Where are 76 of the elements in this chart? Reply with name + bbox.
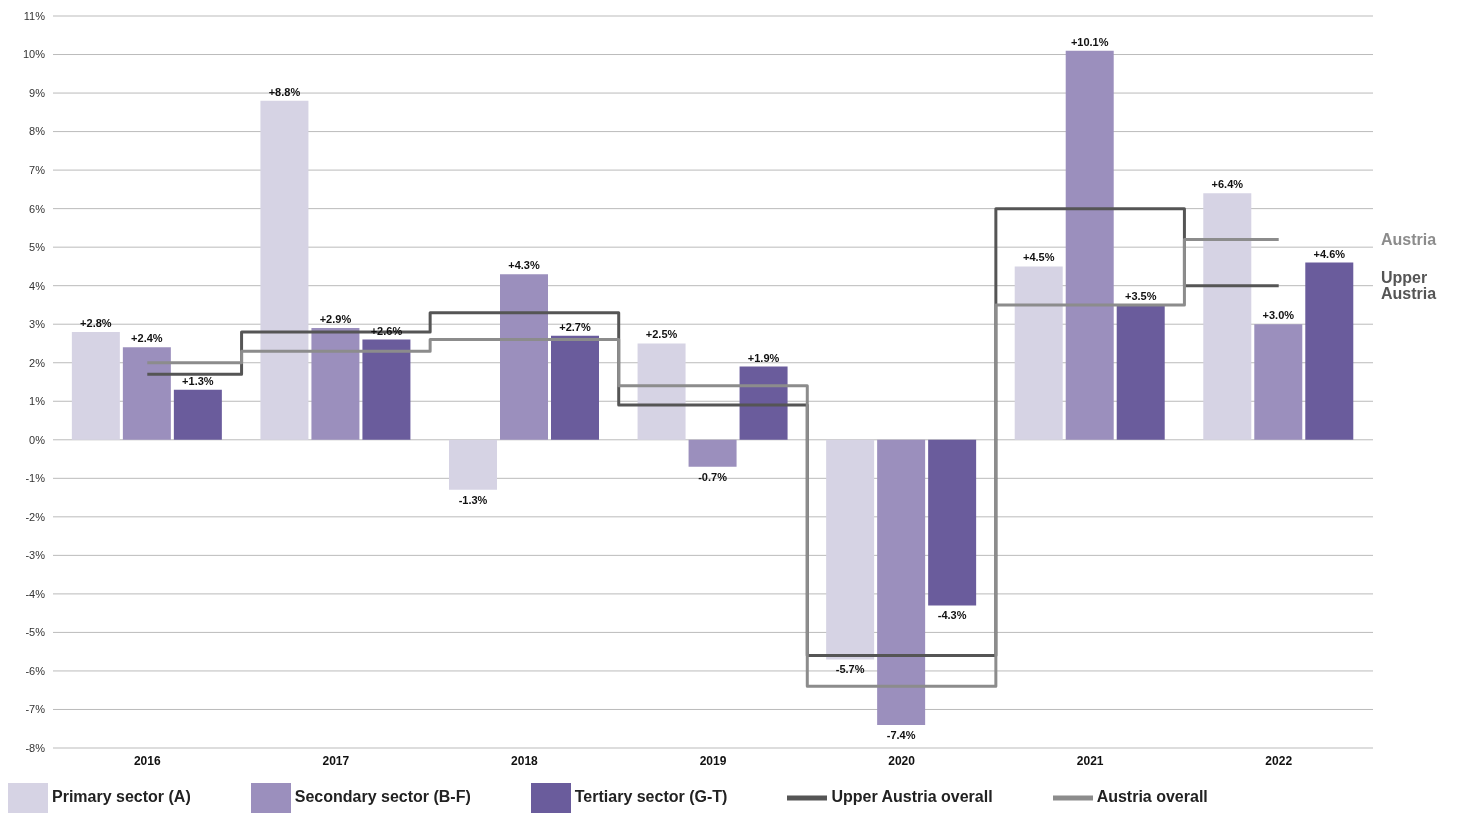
y-tick-label: 10% (22, 48, 46, 61)
y-tick-label: 4% (29, 279, 46, 292)
bar (877, 439, 926, 725)
legend-label: Tertiary sector (G-T) (574, 788, 728, 806)
bar (1254, 324, 1303, 440)
data-label: +6.4% (1211, 178, 1244, 191)
y-tick-label: -7% (25, 703, 46, 716)
bar (739, 366, 788, 440)
legend-label: Austria overall (1096, 788, 1208, 806)
bar (362, 339, 411, 440)
data-label: +8.8% (268, 85, 301, 98)
data-label: +3.5% (1124, 289, 1157, 302)
bar (122, 347, 171, 440)
x-tick-label: 2016 (133, 753, 161, 768)
y-tick-label: 0% (29, 433, 46, 446)
y-tick-label: -6% (25, 664, 46, 677)
y-tick-label: -1% (25, 472, 46, 485)
y-tick-label: 3% (29, 318, 46, 331)
x-tick-label: 2017 (322, 753, 350, 768)
bar (173, 389, 222, 440)
y-tick-label: -2% (25, 510, 46, 523)
bar (688, 439, 737, 467)
y-tick-label: 6% (29, 202, 46, 215)
bar (1305, 262, 1354, 440)
bar (637, 343, 686, 440)
bar (260, 100, 309, 440)
x-tick-label: 2018 (511, 753, 539, 768)
bar (449, 439, 497, 490)
data-label: +4.6% (1313, 247, 1346, 260)
data-label: +1.3% (182, 374, 214, 387)
data-label: -5.7% (835, 663, 865, 676)
x-tick-label: 2022 (1265, 753, 1293, 768)
data-label: +2.9% (319, 313, 352, 326)
data-label: -7.4% (886, 728, 916, 741)
y-tick-label: 11% (23, 9, 46, 22)
y-tick-label: -5% (25, 626, 46, 639)
bar (500, 274, 548, 440)
data-label: +2.7% (559, 320, 591, 333)
y-tick-label: 2% (29, 356, 46, 369)
bar (551, 335, 599, 440)
y-tick-label: -8% (25, 741, 46, 754)
text: Upper Austria (1381, 269, 1437, 303)
bar (71, 331, 120, 440)
y-tick-label: 9% (29, 86, 46, 99)
legend-label: Upper Austria overall (831, 788, 993, 806)
bar (1014, 266, 1063, 440)
data-label: +4.5% (1022, 251, 1055, 264)
bar (1203, 193, 1252, 440)
x-tick-label: 2019 (699, 753, 727, 768)
bar (826, 439, 875, 660)
bar (928, 439, 977, 606)
data-label: +1.9% (747, 351, 780, 364)
y-tick-label: 7% (29, 164, 46, 177)
y-tick-label: -4% (25, 587, 46, 600)
y-tick-label: -3% (25, 549, 46, 562)
bar (1116, 304, 1165, 440)
bar (311, 328, 360, 440)
legend-label: Primary sector (A) (52, 788, 191, 806)
data-label: +2.4% (131, 332, 163, 345)
data-label: -1.3% (458, 493, 488, 506)
bar (1065, 50, 1114, 440)
data-label: +2.6% (370, 324, 403, 337)
data-label: +3.0% (1262, 309, 1295, 322)
data-label: +2.5% (645, 328, 678, 341)
x-tick-label: 2021 (1076, 753, 1104, 768)
x-tick-label: 2020 (888, 753, 916, 768)
y-tick-label: 8% (29, 125, 46, 138)
y-tick-label: 5% (29, 241, 46, 254)
legend-label: Secondary sector (B-F) (294, 788, 471, 806)
data-label: +10.1% (1070, 35, 1109, 48)
text: Austria (1381, 231, 1437, 249)
data-label: +4.3% (508, 259, 540, 272)
data-label: -4.3% (937, 609, 967, 622)
data-label: -0.7% (698, 470, 728, 483)
y-tick-label: 1% (29, 395, 46, 408)
data-label: +2.8% (80, 316, 112, 329)
